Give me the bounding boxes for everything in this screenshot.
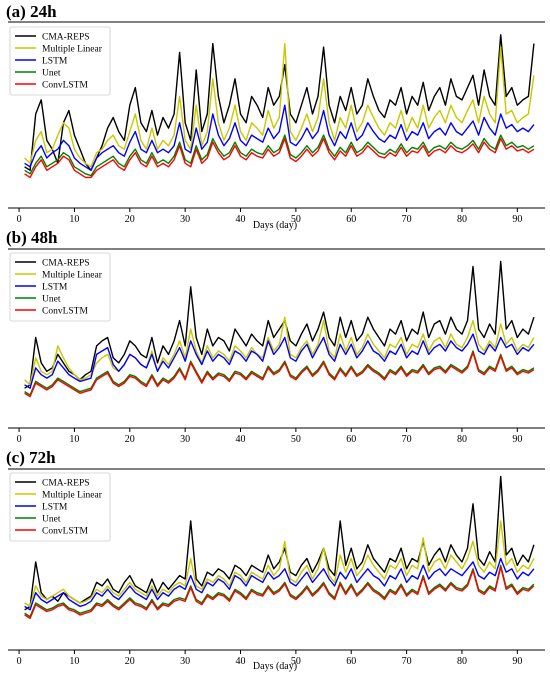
panel-b-x-tick-label-70: 70 xyxy=(402,434,412,445)
panel-a-x-tick-label-10: 10 xyxy=(69,214,79,225)
panel-c-legend-label-lstm: LSTM xyxy=(42,503,68,513)
panel-a-series-unet xyxy=(24,134,535,177)
panel-c-legend-label-convlstm: ConvLSTM xyxy=(42,527,88,537)
panel-a-title: (a) 24h xyxy=(6,2,57,21)
panel-b-series xyxy=(24,260,535,398)
panel-b-x-tick-label-60: 60 xyxy=(346,434,356,445)
panel-c-legend-label-multiple-linear: Multiple Linear xyxy=(42,491,103,501)
panel-c-legend-label-unet: Unet xyxy=(42,515,61,525)
panel-a-series-multiple-linear xyxy=(24,42,535,168)
panel-c-x-tick-label-60: 60 xyxy=(346,656,356,667)
panel-b: (b) 48h 0 10 20 30 40 50 60 70 80 90 CMA-REPS Mult… xyxy=(6,228,545,445)
panel-b-legend: CMA-REPS Multiple Linear LSTM Unet ConvLSTM xyxy=(9,252,111,322)
panel-c-x-tick-label-40: 40 xyxy=(236,656,246,667)
panel-b-x-tick-label-30: 30 xyxy=(180,434,190,445)
panel-c-series xyxy=(24,475,535,620)
panel-a-legend-label-multiple-linear: Multiple Linear xyxy=(42,45,103,55)
panel-a-x-tick-label-70: 70 xyxy=(402,214,412,225)
panel-a-x-tick-label-40: 40 xyxy=(236,214,246,225)
panel-c-x-tick-label-70: 70 xyxy=(402,656,412,667)
panel-c-series-multiple-linear xyxy=(24,520,535,608)
panel-b-series-cma-reps xyxy=(24,260,535,389)
panel-a-x-tick-label-90: 90 xyxy=(512,214,522,225)
panel-c-series-cma-reps xyxy=(24,475,535,611)
panel-c-x-tick-label-30: 30 xyxy=(180,656,190,667)
panel-b-legend-box xyxy=(9,252,111,322)
panel-a-x-tick-label-30: 30 xyxy=(180,214,190,225)
panel-a-x-ticks: 0 10 20 30 40 50 60 70 80 90 xyxy=(17,208,522,225)
panel-a-x-tick-label-60: 60 xyxy=(346,214,356,225)
panel-a-legend-label-convlstm: ConvLSTM xyxy=(42,81,88,91)
panel-b-series-lstm xyxy=(24,333,535,389)
panel-b-x-tick-label-0: 0 xyxy=(17,434,22,445)
panel-b-legend-label-cma-reps: CMA-REPS xyxy=(42,259,90,269)
panel-c-legend: CMA-REPS Multiple Linear LSTM Unet ConvLSTM xyxy=(9,472,111,542)
panel-b-x-tick-label-10: 10 xyxy=(69,434,79,445)
panel-a-x-tick-label-20: 20 xyxy=(125,214,135,225)
panel-a-legend-label-cma-reps: CMA-REPS xyxy=(42,33,90,43)
panel-a-legend: CMA-REPS Multiple Linear LSTM Unet ConvLSTM xyxy=(9,26,111,96)
panel-a-legend-label-lstm: LSTM xyxy=(42,57,68,67)
panel-c-x-tick-label-0: 0 xyxy=(17,656,22,667)
panel-b-series-unet xyxy=(24,350,535,396)
panel-a-legend-label-unet: Unet xyxy=(42,69,61,79)
panel-b-series-convlstm xyxy=(24,352,535,398)
panel-a-series xyxy=(24,34,535,179)
panel-c-x-tick-label-20: 20 xyxy=(125,656,135,667)
panel-a-x-tick-label-0: 0 xyxy=(17,214,22,225)
panel-c-x-tick-label-90: 90 xyxy=(512,656,522,667)
panel-c-series-lstm xyxy=(24,557,535,611)
panel-c-x-tick-label-10: 10 xyxy=(69,656,79,667)
panel-c-series-convlstm xyxy=(24,566,535,620)
panel-b-legend-label-unet: Unet xyxy=(42,295,61,305)
panel-c-legend-label-cma-reps: CMA-REPS xyxy=(42,479,90,489)
panel-b-x-tick-label-40: 40 xyxy=(236,434,246,445)
panel-b-x-ticks: 0 10 20 30 40 50 60 70 80 90 xyxy=(17,428,522,445)
panel-b-x-tick-label-90: 90 xyxy=(512,434,522,445)
panel-a-x-axis-label: Days (day) xyxy=(253,220,297,231)
panel-a-x-tick-label-50: 50 xyxy=(291,214,301,225)
panel-a-series-convlstm xyxy=(24,137,535,179)
panel-a-series-lstm xyxy=(24,104,535,172)
panel-b-x-tick-label-80: 80 xyxy=(457,434,467,445)
panel-b-title: (b) 48h xyxy=(6,228,58,247)
panel-b-x-tick-label-50: 50 xyxy=(291,434,301,445)
panel-c-x-tick-label-50: 50 xyxy=(291,656,301,667)
panel-c-title: (c) 72h xyxy=(6,448,56,467)
panel-a-legend-box xyxy=(9,26,111,96)
panel-a-x-tick-label-80: 80 xyxy=(457,214,467,225)
panel-a-series-cma-reps xyxy=(24,34,535,172)
panel-b-series-multiple-linear xyxy=(24,316,535,386)
panel-b-legend-label-convlstm: ConvLSTM xyxy=(42,307,88,317)
panel-c-legend-box xyxy=(9,472,111,542)
panel-c-x-tick-label-80: 80 xyxy=(457,656,467,667)
panel-a: (a) 24h 0 10 20 30 40 50 60 70 80 90 Days (day) C… xyxy=(6,2,545,231)
panel-b-legend-label-lstm: LSTM xyxy=(42,283,68,293)
panel-c-x-axis-label: Days (day) xyxy=(253,661,297,672)
panel-c-x-ticks: 0 10 20 30 40 50 60 70 80 90 xyxy=(17,650,522,667)
panel-c-series-unet xyxy=(24,564,535,618)
panel-b-x-tick-label-20: 20 xyxy=(125,434,135,445)
panel-b-legend-label-multiple-linear: Multiple Linear xyxy=(42,271,103,281)
panel-c: (c) 72h 0 10 20 30 40 50 60 70 80 90 Days (day) C… xyxy=(6,448,545,672)
